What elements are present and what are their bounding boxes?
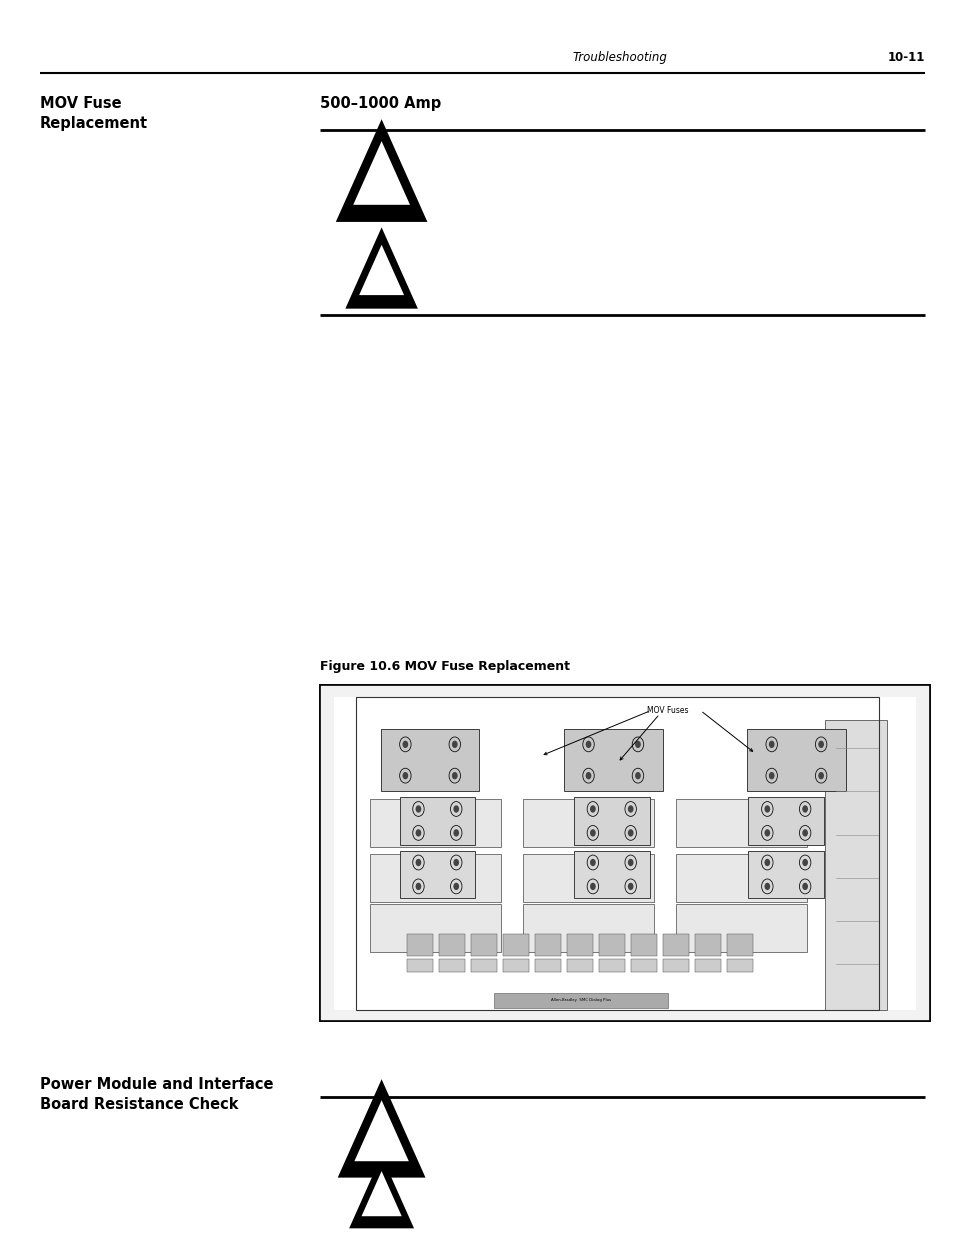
- Circle shape: [402, 772, 408, 779]
- Polygon shape: [354, 1100, 409, 1161]
- Text: Figure 10.6 MOV Fuse Replacement: Figure 10.6 MOV Fuse Replacement: [319, 659, 569, 673]
- Bar: [662, 958, 688, 972]
- Polygon shape: [358, 245, 404, 295]
- Text: Allen-Bradley  SMC Dialog Plus: Allen-Bradley SMC Dialog Plus: [551, 998, 611, 1002]
- Circle shape: [453, 883, 458, 890]
- Circle shape: [589, 805, 595, 813]
- Bar: [355, 697, 879, 1010]
- Circle shape: [589, 883, 595, 890]
- Bar: [726, 934, 752, 956]
- Bar: [522, 799, 653, 847]
- Circle shape: [818, 741, 823, 748]
- Bar: [502, 934, 528, 956]
- Bar: [406, 958, 433, 972]
- Circle shape: [635, 772, 640, 779]
- Text: 10-11: 10-11: [887, 51, 924, 64]
- Bar: [370, 853, 500, 902]
- Polygon shape: [353, 141, 410, 205]
- Circle shape: [416, 858, 421, 866]
- Circle shape: [801, 858, 807, 866]
- Bar: [470, 958, 497, 972]
- Bar: [748, 797, 823, 845]
- Circle shape: [452, 772, 457, 779]
- Circle shape: [627, 805, 633, 813]
- Circle shape: [763, 883, 769, 890]
- Bar: [574, 797, 649, 845]
- Bar: [675, 904, 805, 952]
- Bar: [598, 934, 624, 956]
- Bar: [535, 958, 560, 972]
- Bar: [438, 934, 464, 956]
- Circle shape: [453, 829, 458, 836]
- Bar: [675, 799, 805, 847]
- Bar: [630, 934, 657, 956]
- Circle shape: [402, 741, 408, 748]
- Bar: [563, 729, 662, 792]
- Circle shape: [818, 772, 823, 779]
- Bar: [662, 934, 688, 956]
- Circle shape: [627, 883, 633, 890]
- Circle shape: [585, 772, 591, 779]
- Circle shape: [585, 741, 591, 748]
- Bar: [470, 934, 497, 956]
- Circle shape: [589, 829, 595, 836]
- Circle shape: [763, 829, 769, 836]
- Bar: [380, 729, 479, 792]
- Bar: [319, 685, 929, 1021]
- Bar: [598, 958, 624, 972]
- Circle shape: [768, 741, 774, 748]
- Circle shape: [627, 858, 633, 866]
- Text: 500–1000 Amp: 500–1000 Amp: [319, 96, 440, 111]
- Text: MOV Fuses: MOV Fuses: [646, 706, 687, 715]
- Text: Troubleshooting: Troubleshooting: [572, 51, 666, 64]
- Circle shape: [763, 858, 769, 866]
- Circle shape: [763, 805, 769, 813]
- Bar: [319, 685, 929, 1021]
- Bar: [566, 958, 592, 972]
- Polygon shape: [361, 1171, 401, 1216]
- Circle shape: [635, 741, 640, 748]
- Bar: [319, 685, 929, 1021]
- Bar: [694, 958, 720, 972]
- Circle shape: [416, 883, 421, 890]
- Polygon shape: [345, 227, 417, 309]
- Bar: [824, 720, 885, 1010]
- Bar: [746, 729, 845, 792]
- Text: MOV Fuse
Replacement: MOV Fuse Replacement: [40, 96, 148, 131]
- Bar: [370, 799, 500, 847]
- Circle shape: [453, 858, 458, 866]
- Bar: [630, 958, 657, 972]
- Bar: [535, 934, 560, 956]
- Bar: [748, 851, 823, 898]
- Bar: [574, 851, 649, 898]
- Bar: [694, 934, 720, 956]
- Bar: [399, 797, 475, 845]
- Polygon shape: [335, 120, 427, 222]
- Bar: [370, 904, 500, 952]
- Circle shape: [416, 829, 421, 836]
- Circle shape: [768, 772, 774, 779]
- Bar: [502, 958, 528, 972]
- Circle shape: [453, 805, 458, 813]
- Circle shape: [801, 883, 807, 890]
- Circle shape: [801, 805, 807, 813]
- Circle shape: [801, 829, 807, 836]
- Bar: [494, 993, 668, 1008]
- Circle shape: [416, 805, 421, 813]
- Bar: [334, 697, 915, 1010]
- Polygon shape: [349, 1156, 414, 1229]
- Circle shape: [589, 858, 595, 866]
- Text: Power Module and Interface
Board Resistance Check: Power Module and Interface Board Resista…: [40, 1077, 274, 1112]
- Circle shape: [452, 741, 457, 748]
- Bar: [726, 958, 752, 972]
- Bar: [438, 958, 464, 972]
- Bar: [566, 934, 592, 956]
- Bar: [522, 853, 653, 902]
- Bar: [675, 853, 805, 902]
- Bar: [406, 934, 433, 956]
- Bar: [522, 904, 653, 952]
- Circle shape: [627, 829, 633, 836]
- Polygon shape: [337, 1079, 425, 1178]
- Bar: [399, 851, 475, 898]
